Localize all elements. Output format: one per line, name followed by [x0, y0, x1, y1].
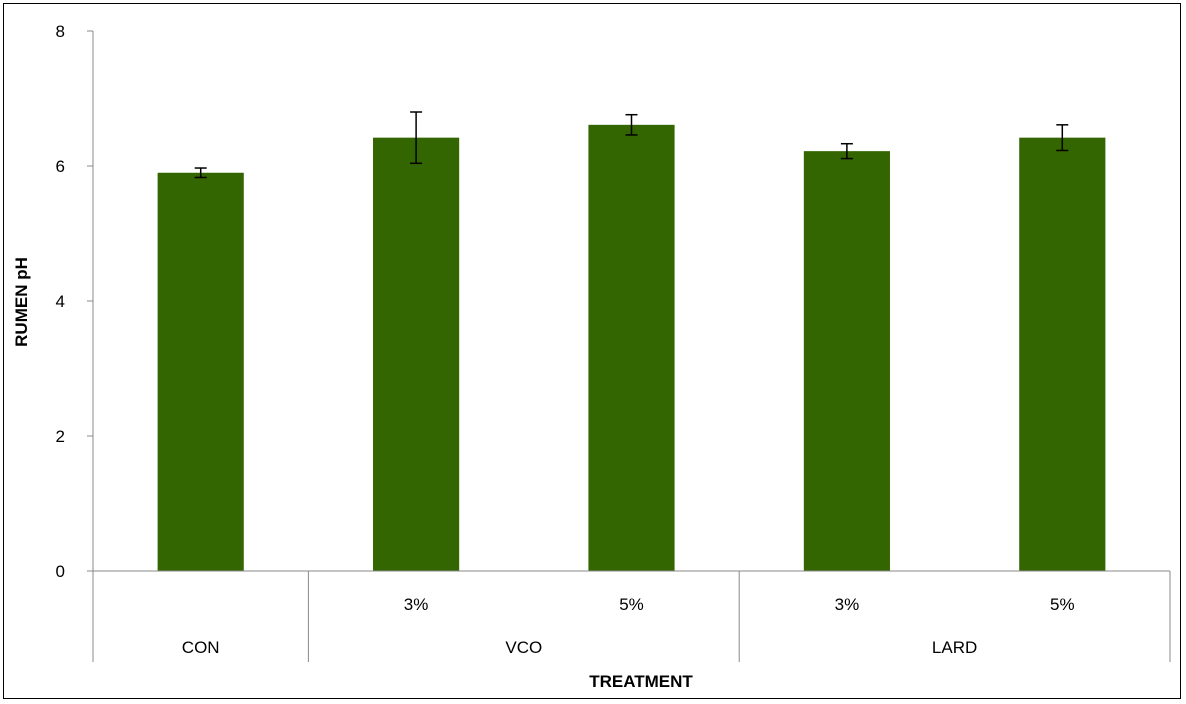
x-category-label: 3%	[835, 595, 860, 614]
x-group-label: LARD	[932, 638, 977, 657]
bar	[157, 172, 244, 571]
x-category-label: 5%	[619, 595, 644, 614]
axes	[92, 31, 1170, 572]
x-category-label: 5%	[1050, 595, 1075, 614]
bar	[803, 151, 890, 571]
y-axis-title: RUMEN pH	[12, 257, 31, 347]
x-group-label: VCO	[505, 638, 542, 657]
x-group-label: CON	[182, 638, 220, 657]
y-tick-label: 4	[56, 292, 65, 311]
y-tick-label: 0	[56, 562, 65, 581]
y-tick-label: 8	[56, 22, 65, 41]
x-axis-title: TREATMENT	[589, 672, 693, 691]
y-axis-ticks: 0 2 4 6 8	[56, 22, 93, 581]
error-bars	[194, 111, 1069, 179]
x-category-label: 3%	[404, 595, 429, 614]
x-axis-labels: CON 3% 5% VCO 3% 5% LARD	[92, 571, 1171, 662]
y-tick-label: 6	[56, 157, 65, 176]
bar	[373, 137, 460, 571]
bars	[157, 124, 1106, 571]
bar	[1019, 137, 1106, 571]
y-tick-label: 2	[56, 427, 65, 446]
bar	[588, 124, 675, 571]
